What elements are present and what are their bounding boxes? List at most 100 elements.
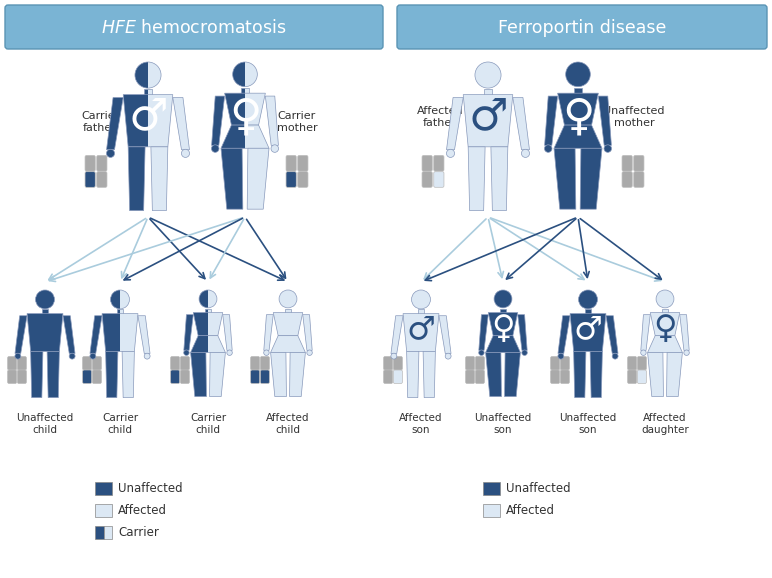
FancyBboxPatch shape [622,155,632,171]
Polygon shape [151,147,168,210]
Bar [95,526,103,539]
Polygon shape [15,316,27,354]
Text: ♂: ♂ [574,314,602,346]
Circle shape [494,290,512,308]
Polygon shape [247,149,269,209]
Polygon shape [31,351,43,398]
Text: ♀: ♀ [491,314,515,346]
Circle shape [271,145,279,153]
Polygon shape [407,351,419,398]
Text: Carrier: Carrier [118,526,159,539]
Polygon shape [151,147,168,210]
Circle shape [558,353,564,359]
Polygon shape [271,336,306,353]
FancyBboxPatch shape [18,357,26,370]
Polygon shape [173,98,189,150]
FancyBboxPatch shape [298,155,308,171]
Text: Affected
child: Affected child [266,413,310,435]
Polygon shape [446,98,463,150]
Polygon shape [205,309,211,313]
Text: Carrier
father: Carrier father [81,111,119,133]
FancyBboxPatch shape [550,357,560,370]
Polygon shape [641,314,650,350]
Text: Affected
daughter: Affected daughter [641,413,689,435]
Text: Unaffected
son: Unaffected son [560,413,617,435]
Polygon shape [138,316,150,354]
Polygon shape [585,309,591,314]
Bar [95,482,112,495]
Circle shape [227,350,232,355]
Circle shape [199,290,217,308]
FancyBboxPatch shape [634,155,644,171]
FancyBboxPatch shape [8,370,17,383]
Polygon shape [184,314,193,350]
Polygon shape [107,98,124,150]
Polygon shape [191,353,206,397]
Text: Ferroportin disease: Ferroportin disease [498,19,666,37]
FancyBboxPatch shape [85,155,95,171]
Polygon shape [117,309,123,314]
Polygon shape [418,309,424,314]
Polygon shape [209,353,225,397]
Polygon shape [117,309,123,314]
FancyBboxPatch shape [5,5,383,49]
FancyBboxPatch shape [628,370,637,383]
Polygon shape [191,336,225,353]
Polygon shape [242,88,249,93]
Polygon shape [225,93,266,125]
Circle shape [135,62,161,88]
FancyBboxPatch shape [83,370,92,383]
Polygon shape [518,314,527,350]
Circle shape [612,353,618,359]
FancyBboxPatch shape [634,172,644,187]
Polygon shape [47,351,59,398]
FancyBboxPatch shape [560,357,570,370]
Text: Carrier
child: Carrier child [102,413,138,435]
FancyBboxPatch shape [85,172,95,187]
Bar [103,526,112,539]
Polygon shape [500,309,506,313]
Circle shape [144,353,150,359]
Bar [245,47,390,265]
Circle shape [184,350,189,355]
Circle shape [144,353,150,359]
Circle shape [684,350,689,355]
Polygon shape [468,147,485,210]
Polygon shape [598,96,611,146]
Polygon shape [205,309,211,313]
Polygon shape [223,314,232,350]
Bar [100,47,245,265]
Bar [3,47,148,265]
Polygon shape [290,353,306,397]
FancyBboxPatch shape [83,357,92,370]
Polygon shape [391,316,403,354]
Polygon shape [63,316,75,354]
Circle shape [479,350,484,355]
Polygon shape [102,314,138,351]
Polygon shape [191,336,225,353]
Polygon shape [193,313,223,336]
Polygon shape [650,313,679,336]
Polygon shape [102,314,138,351]
Text: ♂: ♂ [407,314,435,346]
Polygon shape [266,96,279,146]
Polygon shape [221,149,243,209]
Polygon shape [648,336,682,353]
Text: Carrier
mother: Carrier mother [276,111,317,133]
Circle shape [475,62,501,88]
Polygon shape [212,96,225,146]
Circle shape [227,350,232,355]
Text: Carrier
child: Carrier child [190,413,226,435]
FancyBboxPatch shape [560,370,570,383]
Circle shape [544,145,552,153]
Circle shape [578,290,598,309]
FancyBboxPatch shape [260,357,269,370]
Polygon shape [264,314,273,350]
FancyBboxPatch shape [8,357,17,370]
Polygon shape [463,95,513,147]
Circle shape [181,149,190,157]
Circle shape [271,145,279,153]
Circle shape [445,353,451,359]
FancyBboxPatch shape [171,357,180,370]
FancyBboxPatch shape [394,357,402,370]
